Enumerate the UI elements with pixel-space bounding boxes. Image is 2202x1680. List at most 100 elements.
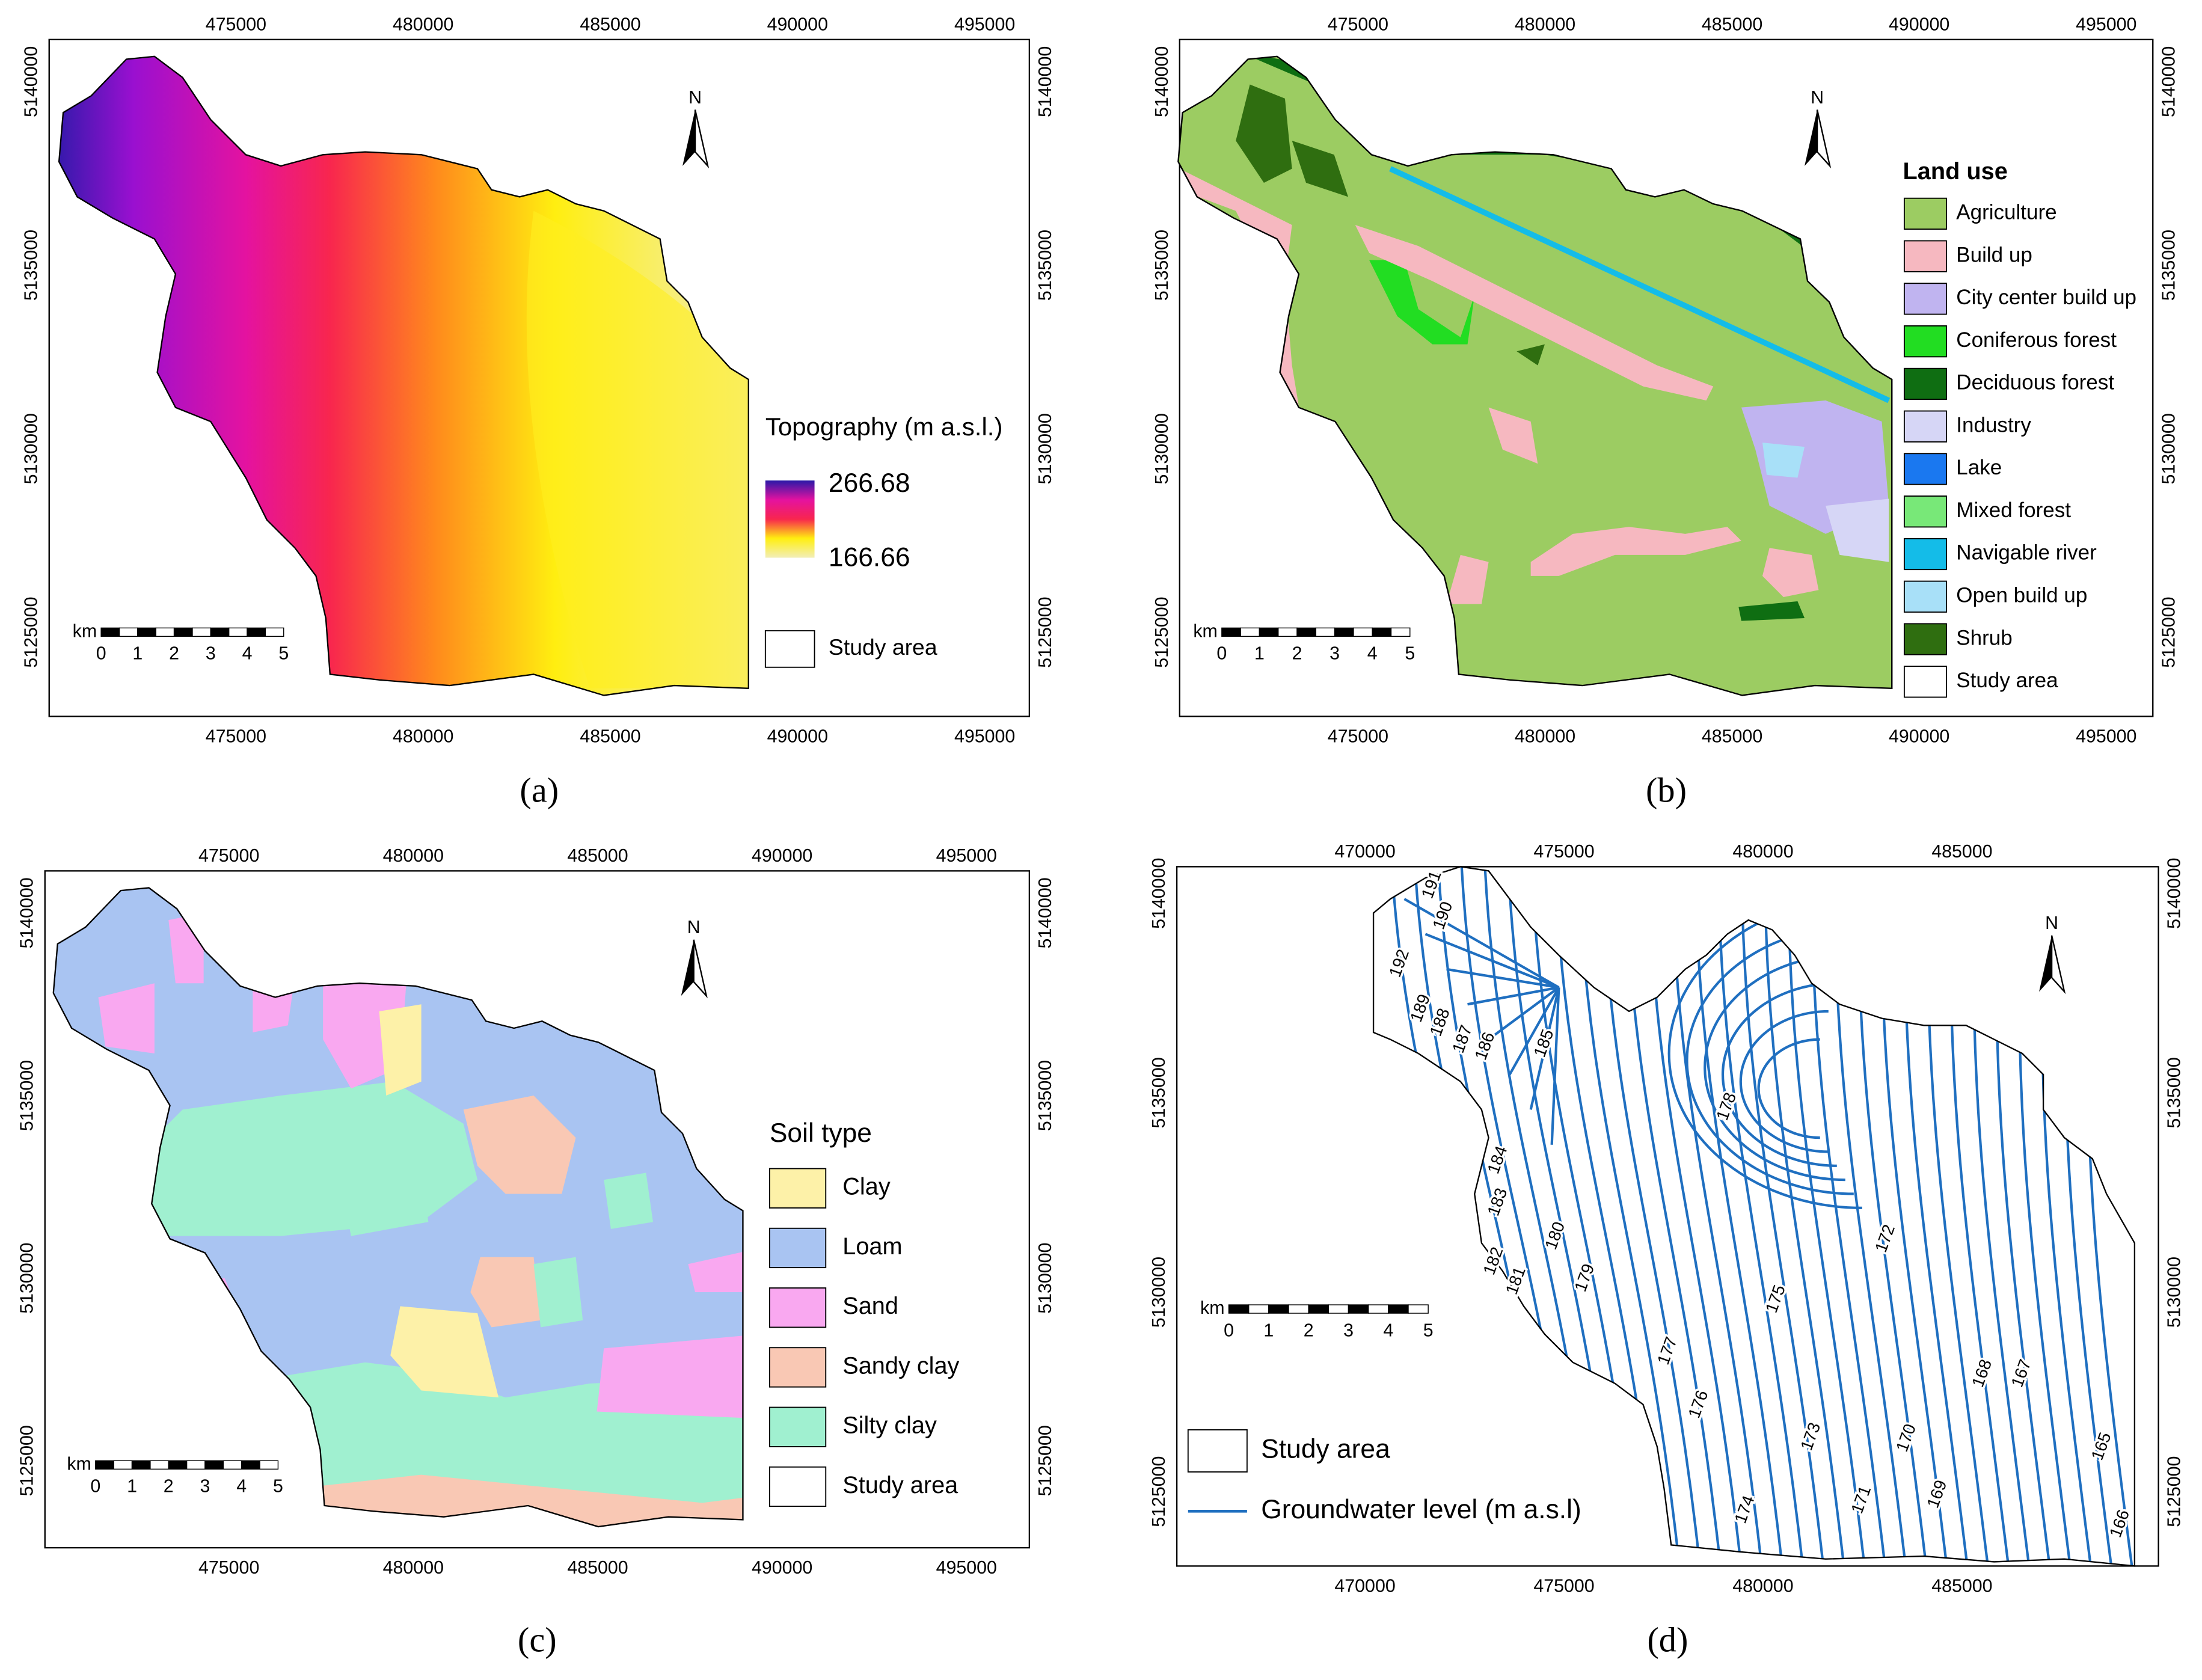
y-tick-label: 5135000 — [1035, 1060, 1055, 1131]
scale-bar — [1348, 1304, 1369, 1314]
y-tick-label: 5125000 — [1152, 596, 1172, 667]
y-tick-label: 5135000 — [1149, 1057, 1169, 1128]
legend-min: 166.66 — [829, 543, 910, 572]
scale-label: 2 — [164, 1477, 174, 1497]
x-tick-label: 475000 — [1533, 842, 1594, 862]
scale-label: 4 — [242, 644, 253, 664]
legend-label: Build up — [1956, 243, 2032, 266]
contour-line — [1763, 866, 1848, 1566]
north-label: N — [687, 918, 701, 937]
y-tick-label: 5130000 — [1035, 413, 1055, 484]
y-tick-label: 5135000 — [22, 230, 41, 301]
scale-bar — [204, 1460, 224, 1470]
scale-bar — [118, 627, 138, 637]
scale-bar — [1288, 1304, 1309, 1314]
y-tick-label: 5140000 — [1149, 858, 1169, 929]
scale-bar — [95, 1460, 114, 1470]
contour-line — [1757, 1038, 1820, 1139]
scale-label: 0 — [96, 644, 106, 664]
map-frame — [44, 870, 1031, 1549]
scale-label: 4 — [1367, 644, 1378, 664]
y-tick-label: 5130000 — [22, 413, 41, 484]
scale-bar — [168, 1460, 188, 1470]
scale-bar — [1259, 627, 1279, 637]
map-frame — [1179, 38, 2154, 717]
north-label: N — [2045, 913, 2058, 933]
scale-bar — [150, 1460, 169, 1470]
scale-bar — [1296, 627, 1317, 637]
x-tick-label: 485000 — [1931, 1576, 1992, 1596]
legend-swatch — [768, 1227, 827, 1269]
scale-bar — [1388, 1304, 1409, 1314]
x-tick-label: 495000 — [954, 727, 1015, 747]
y-tick-label: 5135000 — [1035, 230, 1055, 301]
y-tick-label: 5140000 — [1035, 877, 1055, 948]
x-tick-label: 495000 — [936, 846, 997, 866]
x-tick-label: 470000 — [1334, 842, 1395, 862]
x-tick-label: 490000 — [1889, 727, 1949, 747]
x-tick-label: 485000 — [1702, 14, 1762, 34]
x-tick-label: 475000 — [1533, 1576, 1594, 1596]
scale-label: 3 — [1329, 644, 1340, 664]
legend-swatch — [768, 1406, 827, 1447]
north-arrow — [2039, 935, 2052, 992]
contour-line — [1685, 925, 1854, 1195]
legend-max: 266.68 — [829, 468, 910, 498]
contour-line — [1550, 987, 1560, 1145]
legend-swatch — [768, 1287, 827, 1328]
scale-label: 2 — [1292, 644, 1302, 664]
y-tick-label: 5125000 — [2159, 596, 2179, 667]
scale-bar — [137, 627, 156, 637]
scale-label: 5 — [278, 644, 289, 664]
scale-bar — [247, 627, 266, 637]
y-tick-label: 5140000 — [2165, 858, 2185, 929]
scale-bar — [1372, 627, 1392, 637]
contour-line — [1403, 898, 1560, 989]
legend-label: Study area — [1261, 1435, 1390, 1464]
scale-bar — [210, 627, 230, 637]
contour-line — [1446, 967, 1559, 989]
x-tick-label: 490000 — [752, 846, 812, 866]
scale-bar — [192, 627, 212, 637]
x-tick-label: 490000 — [1889, 14, 1949, 34]
contour-line — [1739, 1010, 1829, 1153]
legend-label: Industry — [1956, 413, 2031, 437]
scale-bar — [1390, 627, 1411, 637]
x-tick-label: 495000 — [2076, 727, 2136, 747]
legend-label: City center build up — [1956, 286, 2136, 309]
legend-title: Soil type — [770, 1118, 872, 1148]
legend-swatch — [1903, 495, 1947, 528]
scale-bar — [241, 1460, 260, 1470]
x-tick-label: 480000 — [383, 1558, 444, 1578]
x-tick-label: 495000 — [936, 1558, 997, 1578]
x-tick-label: 485000 — [567, 846, 628, 866]
contour-line — [1488, 986, 1560, 1041]
contour-line — [1508, 987, 1560, 1076]
soil-type — [53, 888, 743, 1527]
scale-bar — [1221, 627, 1241, 637]
legend-swatch — [768, 1168, 827, 1209]
north-arrow — [694, 109, 710, 169]
scale-bar — [131, 1460, 151, 1470]
contour-line — [1467, 986, 1559, 1006]
scale-label: 3 — [200, 1477, 210, 1497]
legend-swatch — [1903, 538, 1947, 571]
y-tick-label: 5140000 — [17, 877, 37, 948]
x-tick-label: 485000 — [580, 727, 640, 747]
north-arrow — [681, 939, 694, 996]
scale-bar — [186, 1460, 206, 1470]
scale-unit: km — [1200, 1298, 1224, 1318]
scale-label: 0 — [90, 1477, 100, 1497]
scale-label: 3 — [206, 644, 216, 664]
y-tick-label: 5135000 — [2165, 1057, 2185, 1128]
contour-line — [1704, 954, 1845, 1182]
north-arrow — [1816, 109, 1832, 169]
x-tick-label: 490000 — [752, 1558, 812, 1578]
y-tick-label: 5130000 — [1149, 1257, 1169, 1328]
scale-bar — [265, 627, 284, 637]
contour-line — [1716, 866, 1806, 1566]
legend-title: Land use — [1903, 158, 2008, 185]
x-tick-label: 485000 — [580, 14, 640, 34]
legend-swatch — [1903, 666, 1947, 698]
